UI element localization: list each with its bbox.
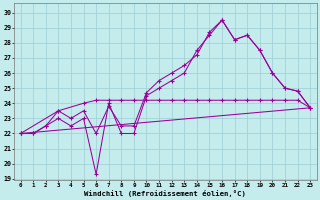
X-axis label: Windchill (Refroidissement éolien,°C): Windchill (Refroidissement éolien,°C) — [84, 190, 246, 197]
